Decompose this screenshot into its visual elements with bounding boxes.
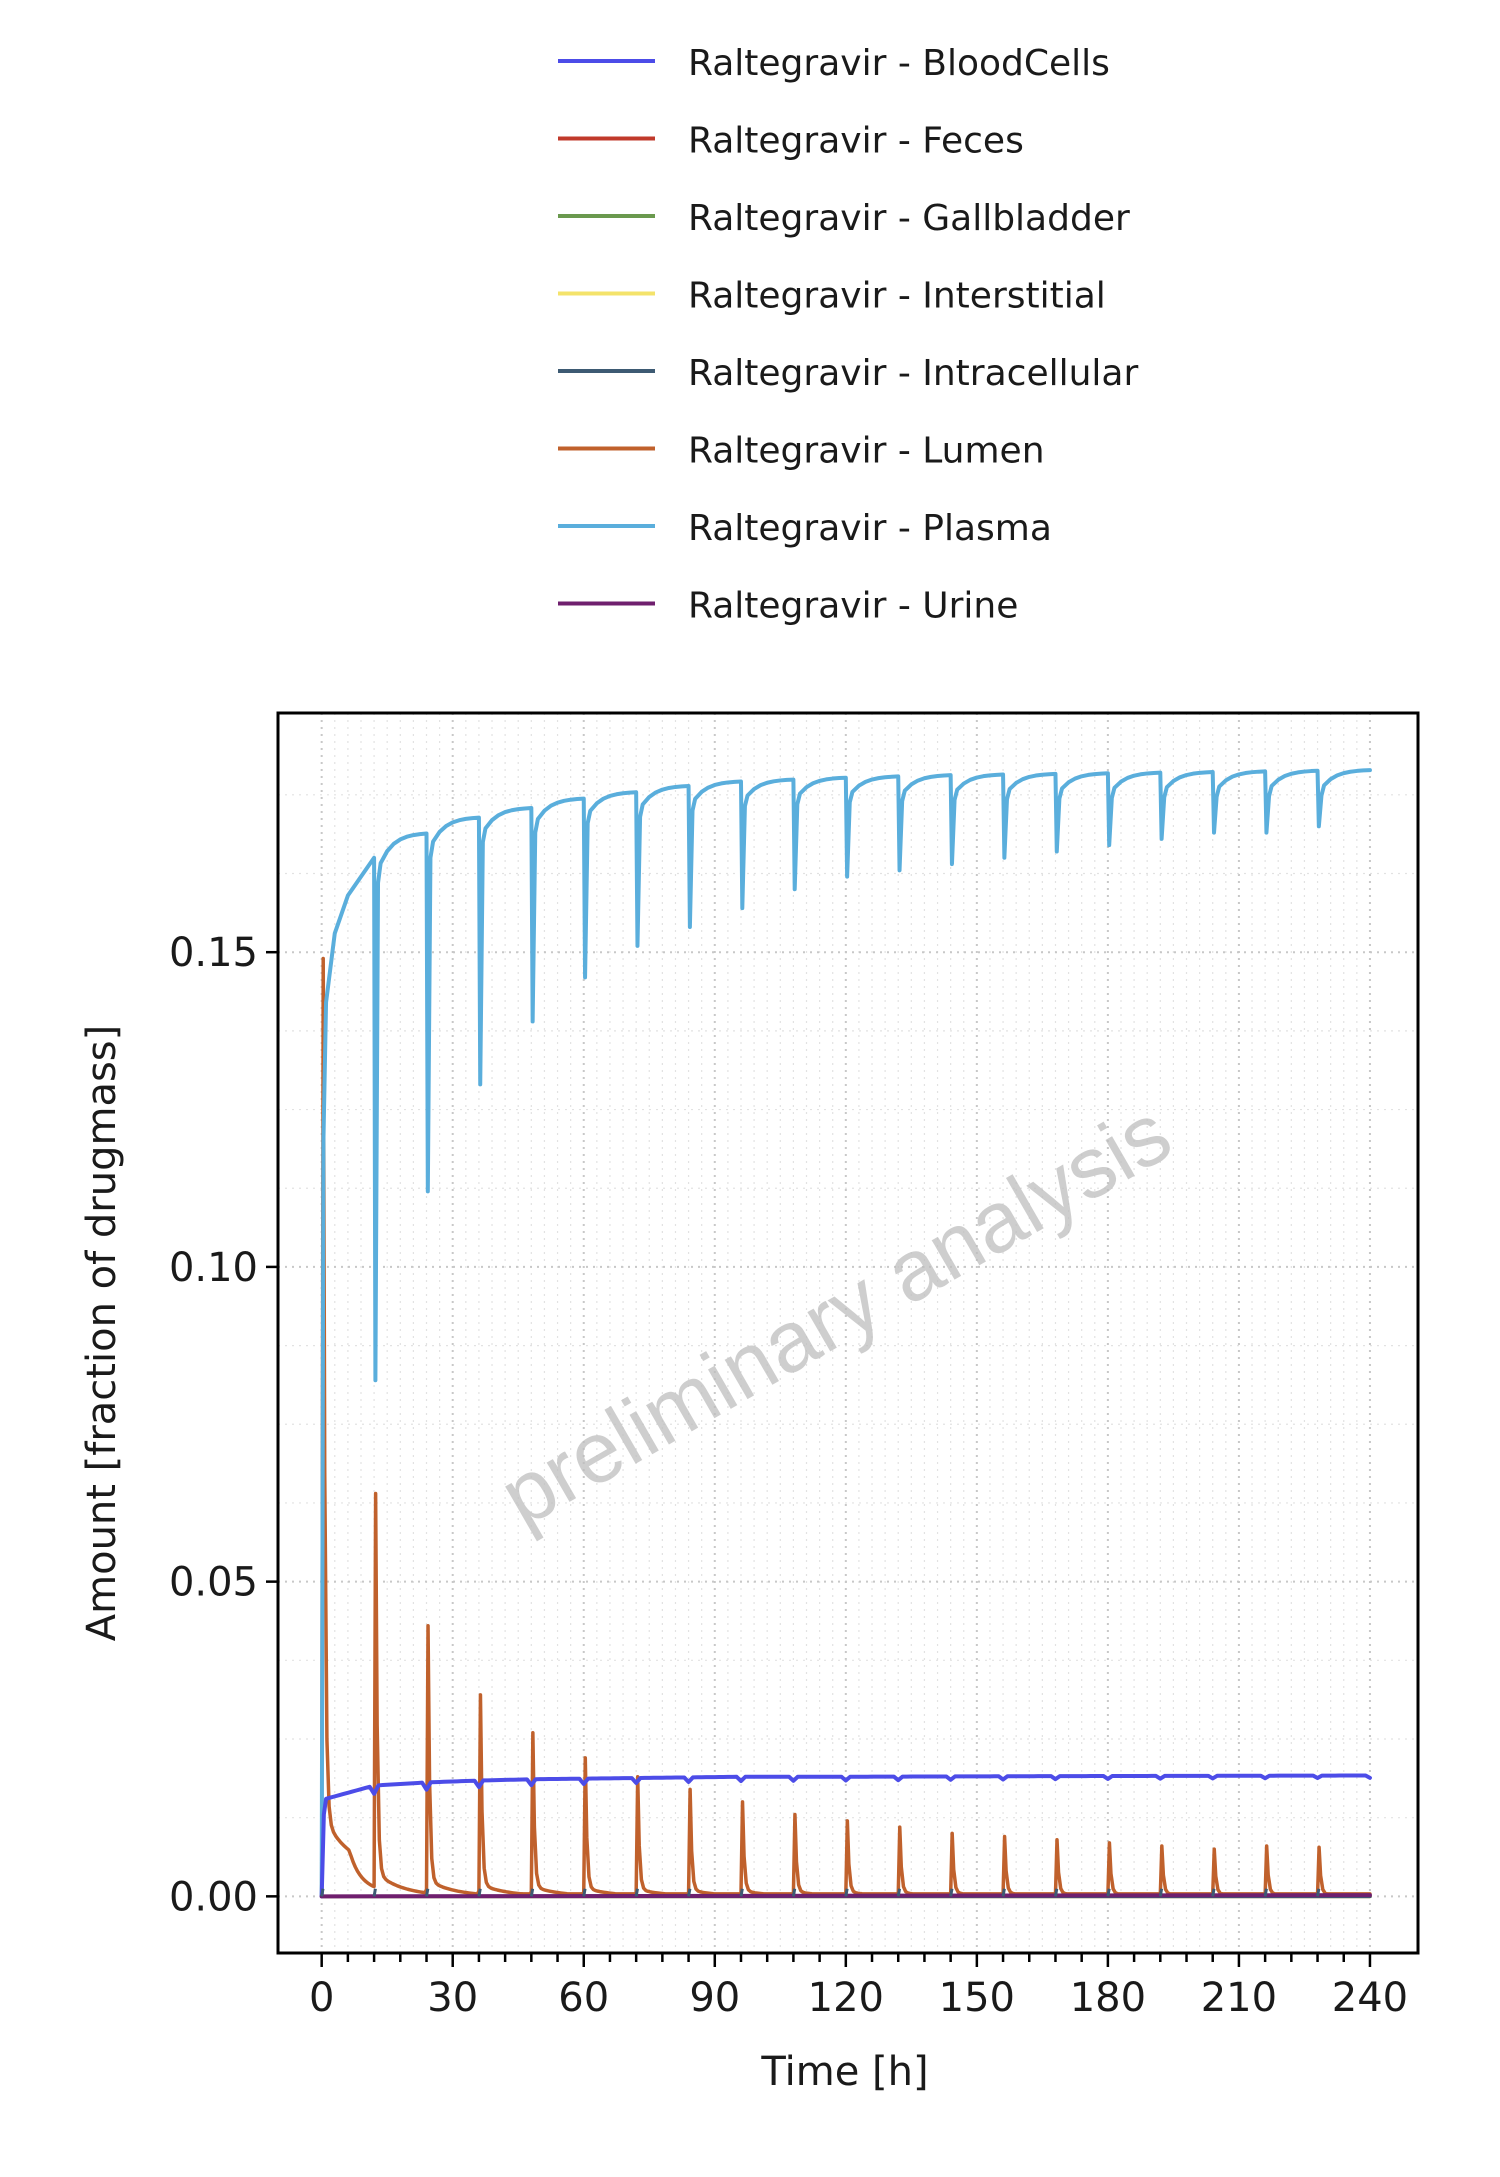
series-mark bbox=[1316, 1888, 1321, 1897]
x-tick-label: 210 bbox=[1201, 1975, 1277, 2021]
series-line bbox=[319, 768, 1372, 1899]
series-mark bbox=[477, 1888, 482, 1897]
legend-label: Raltegravir - Feces bbox=[688, 121, 1024, 162]
x-axis: 0 30 60 90 120 150 180 210 240 bbox=[309, 1953, 1408, 2021]
x-tick-label: 60 bbox=[558, 1975, 609, 2021]
y-tick-label: 0.15 bbox=[169, 930, 258, 976]
series-mark bbox=[582, 1888, 587, 1897]
series-mark bbox=[896, 1888, 902, 1897]
y-axis: 0.00 0.05 0.10 0.15 bbox=[169, 930, 278, 1920]
series-mark bbox=[1263, 1888, 1268, 1897]
series-mark bbox=[372, 1888, 377, 1897]
legend-label: Raltegravir - Lumen bbox=[688, 431, 1045, 472]
x-tick-label: 150 bbox=[939, 1975, 1015, 2021]
series-mark bbox=[425, 1888, 430, 1897]
series-mark bbox=[844, 1888, 849, 1897]
plot-border bbox=[276, 711, 1420, 1955]
legend-label: Raltegravir - BloodCells bbox=[688, 43, 1110, 84]
x-tick-label: 0 bbox=[309, 1975, 334, 2021]
series-mark bbox=[1053, 1888, 1059, 1897]
x-tick-label: 240 bbox=[1332, 1975, 1408, 2021]
plot-background bbox=[278, 713, 1418, 1953]
series-mark bbox=[739, 1888, 744, 1897]
y-tick-label: 0.05 bbox=[169, 1560, 258, 1606]
x-tick-label: 180 bbox=[1070, 1975, 1146, 2021]
legend-label: Raltegravir - Urine bbox=[688, 586, 1018, 627]
series-mark bbox=[949, 1888, 954, 1897]
legend-label: Raltegravir - Gallbladder bbox=[688, 198, 1130, 239]
y-tick-label: 0.10 bbox=[169, 1245, 258, 1291]
legend-label: Raltegravir - Plasma bbox=[688, 508, 1052, 549]
legend-label: Raltegravir - Intracellular bbox=[688, 353, 1138, 394]
legend-label: Raltegravir - Interstitial bbox=[688, 276, 1106, 317]
series-mark bbox=[791, 1888, 797, 1897]
series-mark bbox=[1106, 1888, 1111, 1897]
x-tick-label: 30 bbox=[427, 1975, 478, 2021]
legend: Raltegravir - BloodCells Raltegravir - Fe… bbox=[558, 43, 1138, 627]
x-tick-label: 90 bbox=[689, 1975, 740, 2021]
plot-panel: preliminary analysis bbox=[276, 711, 1420, 1955]
series-mark bbox=[1158, 1888, 1164, 1897]
x-tick-label: 120 bbox=[808, 1975, 884, 2021]
series-mark bbox=[529, 1888, 535, 1897]
series-mark bbox=[1211, 1888, 1216, 1897]
series-lines bbox=[319, 768, 1372, 1899]
series-mark bbox=[1001, 1888, 1006, 1897]
series-mark bbox=[634, 1888, 639, 1897]
y-tick-label: 0.00 bbox=[169, 1874, 258, 1920]
series-mark bbox=[320, 1888, 325, 1897]
series-line bbox=[319, 1773, 1372, 1899]
series-mark bbox=[687, 1888, 692, 1897]
x-axis-title: Time [h] bbox=[760, 2049, 928, 2095]
y-axis-title: Amount [fraction of drugmass] bbox=[79, 1025, 125, 1641]
